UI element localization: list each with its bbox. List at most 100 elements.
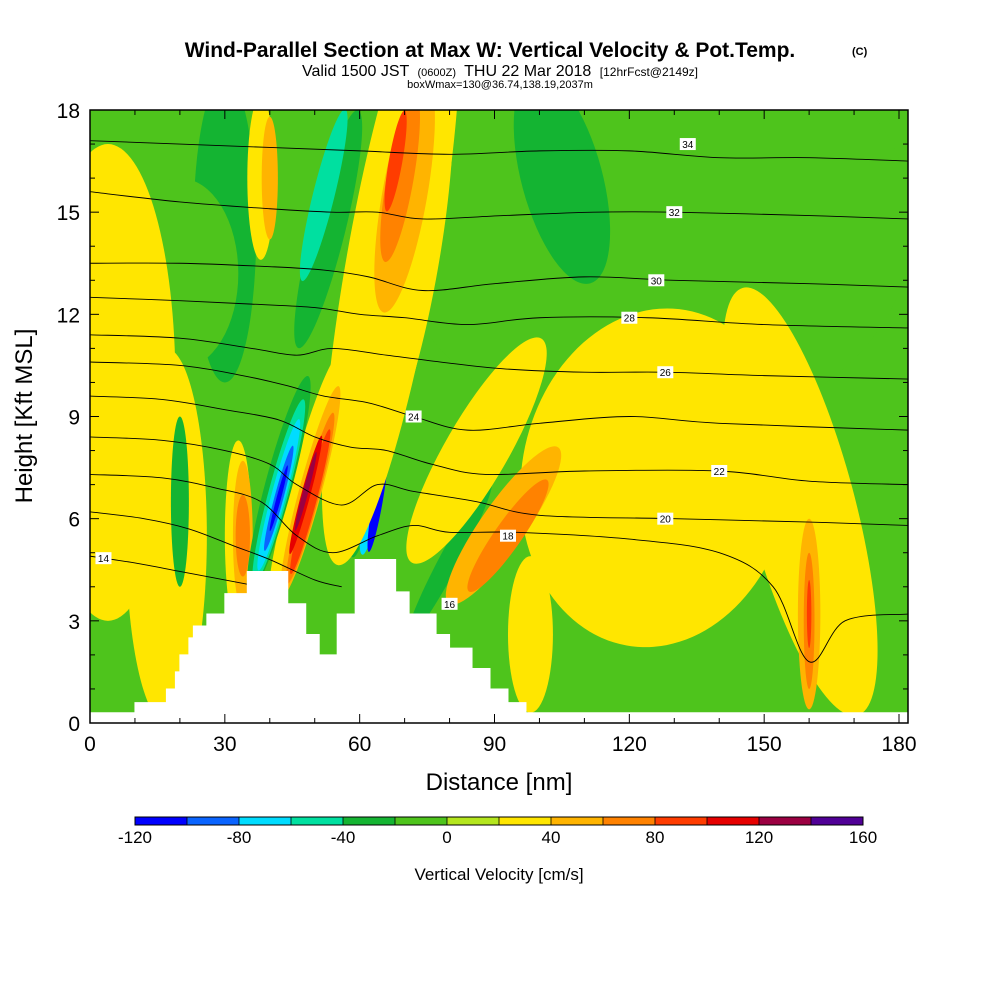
chart-title: Wind-Parallel Section at Max W: Vertical…: [185, 39, 796, 62]
valid-zulu: (0600Z): [417, 67, 456, 79]
w-cell-22: [235, 494, 251, 577]
colorbar-tick-label-80: 80: [646, 828, 665, 847]
vertical-velocity-field: [90, 110, 908, 723]
colorbar-swatch-2: [239, 817, 292, 825]
valid-date: THU 22 Mar 2018: [464, 63, 591, 80]
theta-contour-22: [90, 395, 908, 486]
theta-label-box-22: [711, 464, 728, 477]
theta-label-box-18: [499, 529, 516, 542]
theta-label-26: 26: [660, 368, 672, 379]
theta-label-18: 18: [502, 532, 514, 543]
w-cell-19: [407, 481, 493, 638]
theta-contour-34: [90, 140, 908, 162]
y-tick-label-12: 12: [57, 304, 80, 327]
theta-label-24: 24: [408, 413, 420, 424]
colorbar-tick-label--120: -120: [118, 828, 152, 847]
copyright-mark: (C): [852, 46, 868, 58]
chart-subtitle: Valid 1500 JST (0600Z) THU 22 Mar 2018 […: [302, 63, 698, 80]
colorbar-label: Vertical Velocity [cm/s]: [414, 865, 583, 884]
colorbar-swatch-0: [135, 817, 188, 825]
theta-label-14: 14: [98, 554, 110, 565]
theta-label-box-14: [95, 552, 112, 565]
x-tick-label-90: 90: [483, 733, 506, 756]
y-tick-label-3: 3: [68, 611, 80, 634]
theta-contour-18: [90, 473, 908, 663]
w-cell-39: [294, 451, 317, 531]
x-axis-label: Distance [nm]: [426, 769, 573, 796]
w-cell-7: [722, 287, 878, 716]
theta-label-34: 34: [682, 140, 694, 151]
x-tick-label-180: 180: [881, 733, 916, 756]
x-tick-label-60: 60: [348, 733, 371, 756]
w-cell-33: [806, 579, 812, 649]
box-info: boxWmax=130@36.74,138.19,2037m: [407, 79, 593, 91]
colorbar-tick-label-40: 40: [542, 828, 561, 847]
theta-contour-32: [90, 191, 908, 220]
theta-label-30: 30: [651, 276, 663, 287]
colorbar-swatch-9: [603, 817, 656, 825]
colorbar-tick-label-160: 160: [849, 828, 877, 847]
theta-contour-26: [90, 334, 908, 380]
theta-label-box-34: [679, 138, 696, 151]
w-cell-10: [170, 416, 189, 587]
colorbar-swatch-8: [551, 817, 604, 825]
theta-contour-14: [90, 555, 261, 588]
colorbar-swatch-6: [447, 817, 500, 825]
y-tick-label-9: 9: [68, 407, 80, 430]
w-cell-5: [125, 348, 207, 723]
y-tick-label-18: 18: [57, 100, 80, 123]
y-axis-label: Height [Kft MSL]: [11, 329, 38, 504]
w-cell-26: [380, 110, 420, 262]
theta-contour-30: [90, 262, 908, 292]
theta-contour-16: [90, 511, 342, 588]
w-cell-27: [384, 110, 407, 212]
colorbar-swatch-12: [759, 817, 812, 825]
x-tick-label-120: 120: [612, 733, 647, 756]
terrain: [90, 559, 908, 723]
x-tick-label-0: 0: [84, 733, 96, 756]
colorbar-swatch-10: [655, 817, 708, 825]
w-cell-9: [261, 116, 278, 240]
valid-prefix: Valid 1500 JST: [302, 63, 410, 80]
w-cell-13: [294, 110, 363, 349]
w-cell-3: [513, 110, 611, 284]
theta-label-28: 28: [624, 314, 636, 325]
colorbar-swatch-3: [291, 817, 344, 825]
w-cell-11: [507, 556, 553, 713]
forecast-info: [12hrFcst@2149z]: [600, 65, 698, 79]
theta-label-box-16: [441, 597, 458, 610]
w-cell-14: [299, 110, 348, 282]
colorbar-swatch-4: [343, 817, 396, 825]
x-tick-label-150: 150: [747, 733, 782, 756]
y-tick-label-15: 15: [57, 202, 80, 225]
plot-area: 14 16 18 20 22 24 26 28 30 32 34: [90, 110, 908, 723]
theta-label-20: 20: [660, 515, 672, 526]
colorbar-swatch-7: [499, 817, 552, 825]
potential-temperature-contours: 14 16 18 20 22 24 26 28 30 32 34: [90, 138, 908, 663]
w-cell-6: [520, 308, 793, 648]
colorbar-swatch-1: [187, 817, 240, 825]
w-cell-44: [269, 465, 288, 532]
y-tick-label-0: 0: [68, 713, 80, 736]
theta-label-box-26: [657, 366, 674, 379]
theta-label-32: 32: [669, 208, 681, 219]
colorbar-swatch-11: [707, 817, 760, 825]
axis-ticks: 0 30 60 90 120 150 180 0 3 6 9 12 15 18: [57, 100, 917, 756]
theta-label-box-32: [666, 206, 683, 219]
y-tick-label-6: 6: [68, 509, 80, 532]
theta-label-box-20: [657, 512, 674, 525]
colorbar-tick-label-120: 120: [745, 828, 773, 847]
colorbar-swatch-13: [811, 817, 864, 825]
theta-label-box-28: [621, 311, 638, 324]
theta-contour-28: [90, 296, 908, 329]
colorbar: -120 -80 -40 0 40 80 120 160: [118, 816, 877, 847]
theta-label-16: 16: [444, 600, 456, 611]
w-cell-28: [406, 337, 547, 564]
theta-contour-20: [90, 436, 908, 526]
theta-label-22: 22: [714, 467, 726, 478]
colorbar-tick-label-0: 0: [442, 828, 451, 847]
colorbar-swatch-5: [395, 817, 448, 825]
theta-label-box-30: [648, 274, 665, 287]
theta-label-box-24: [405, 410, 422, 423]
